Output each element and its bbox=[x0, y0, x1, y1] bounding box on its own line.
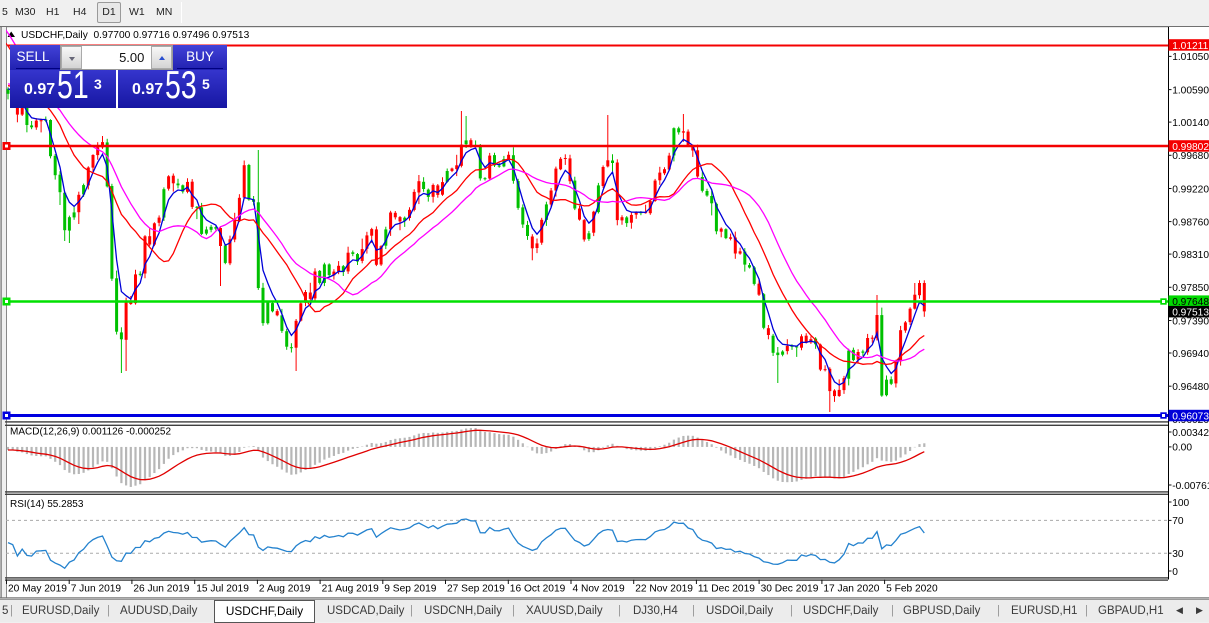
svg-text:70: 70 bbox=[1172, 516, 1184, 527]
svg-text:RSI(14) 55.2853: RSI(14) 55.2853 bbox=[10, 499, 84, 510]
svg-text:0.97850: 0.97850 bbox=[1172, 283, 1209, 294]
svg-text:11 Dec 2019: 11 Dec 2019 bbox=[698, 584, 755, 595]
svg-text:0.98760: 0.98760 bbox=[1172, 217, 1209, 228]
svg-text:30 Dec 2019: 30 Dec 2019 bbox=[761, 584, 819, 595]
svg-text:7 Jun 2019: 7 Jun 2019 bbox=[71, 584, 122, 595]
svg-text:1.01211: 1.01211 bbox=[1172, 41, 1208, 52]
svg-text:26 Jun 2019: 26 Jun 2019 bbox=[133, 584, 189, 595]
svg-text:0.96073: 0.96073 bbox=[1172, 411, 1209, 422]
svg-text:21 Aug 2019: 21 Aug 2019 bbox=[322, 584, 380, 595]
svg-text:0.97513: 0.97513 bbox=[1172, 308, 1209, 319]
svg-text:4 Nov 2019: 4 Nov 2019 bbox=[573, 584, 625, 595]
svg-text:-0.007615: -0.007615 bbox=[1172, 481, 1209, 492]
svg-text:0: 0 bbox=[1172, 567, 1178, 578]
svg-text:15 Jul 2019: 15 Jul 2019 bbox=[196, 584, 249, 595]
svg-text:1.00140: 1.00140 bbox=[1172, 118, 1209, 129]
svg-text:0.96480: 0.96480 bbox=[1172, 382, 1209, 393]
svg-text:22 Nov 2019: 22 Nov 2019 bbox=[635, 584, 693, 595]
svg-text:USDCHF,Daily 0.97700 0.97716: USDCHF,Daily 0.97700 0.97716 0.97496 0.9… bbox=[21, 30, 250, 41]
svg-text:20 May 2019: 20 May 2019 bbox=[8, 584, 67, 595]
svg-text:0.99220: 0.99220 bbox=[1172, 184, 1209, 195]
svg-text:0.003428: 0.003428 bbox=[1172, 428, 1209, 439]
svg-text:0.96940: 0.96940 bbox=[1172, 349, 1209, 360]
svg-text:2 Aug 2019: 2 Aug 2019 bbox=[259, 584, 311, 595]
svg-text:27 Sep 2019: 27 Sep 2019 bbox=[447, 584, 505, 595]
svg-text:9 Sep 2019: 9 Sep 2019 bbox=[384, 584, 436, 595]
svg-text:100: 100 bbox=[1172, 498, 1189, 509]
svg-text:30: 30 bbox=[1172, 549, 1184, 560]
svg-text:1.00590: 1.00590 bbox=[1172, 85, 1209, 96]
svg-text:MACD(12,26,9) 0.001126 -0.0002: MACD(12,26,9) 0.001126 -0.000252 bbox=[10, 427, 171, 438]
svg-text:0.99802: 0.99802 bbox=[1172, 142, 1209, 153]
svg-text:1.01050: 1.01050 bbox=[1172, 52, 1209, 63]
svg-text:0.98310: 0.98310 bbox=[1172, 250, 1209, 261]
svg-text:0.00: 0.00 bbox=[1172, 443, 1192, 454]
svg-text:17 Jan 2020: 17 Jan 2020 bbox=[823, 584, 879, 595]
svg-text:5 Feb 2020: 5 Feb 2020 bbox=[886, 584, 938, 595]
svg-text:16 Oct 2019: 16 Oct 2019 bbox=[510, 584, 566, 595]
